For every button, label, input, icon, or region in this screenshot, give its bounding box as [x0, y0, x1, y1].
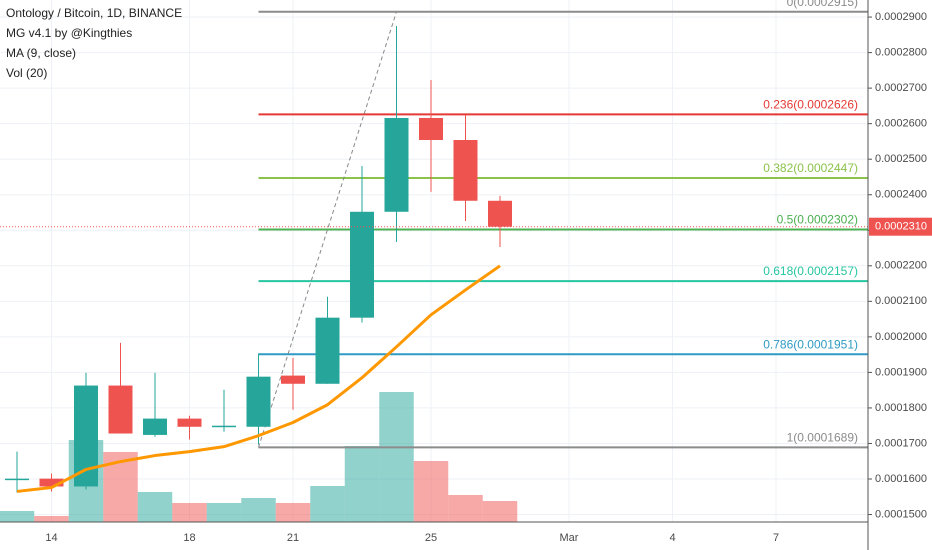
y-tick-label: 0.0002500: [875, 153, 927, 165]
candle-body: [281, 375, 305, 384]
x-tick-label: 18: [183, 532, 195, 544]
fib-label: 0.786(0.0001951): [763, 337, 858, 351]
grid: [0, 0, 868, 522]
candle-body: [39, 478, 64, 487]
fib-label: 1(0.0001689): [787, 431, 858, 445]
x-tick-label: 7: [773, 532, 779, 544]
y-tick-label: 0.0002200: [875, 260, 927, 272]
candle-body: [177, 418, 202, 427]
ma-line: [16, 264, 501, 493]
x-tick-label: 21: [287, 532, 299, 544]
y-tick-label: 0.0002600: [875, 118, 927, 130]
x-tick-label: 25: [425, 532, 437, 544]
candle-body: [384, 117, 409, 212]
fib-label: 0.618(0.0002157): [763, 264, 858, 278]
candle-body: [212, 425, 236, 428]
y-tick-label: 0.0001900: [875, 366, 927, 378]
candle-body: [108, 385, 133, 434]
volume-bar: [344, 446, 380, 522]
volume-bar: [413, 461, 449, 522]
volume-bar: [482, 501, 518, 522]
indicator-label: MG v4.1 by @Kingthies: [6, 26, 132, 40]
volume-bar: [379, 392, 414, 522]
candle-body: [5, 478, 29, 481]
volume-bar: [137, 492, 173, 522]
y-tick-label: 0.0001800: [875, 402, 927, 414]
indicator-label: MA (9, close): [6, 46, 76, 60]
candle-body: [246, 376, 271, 427]
y-tick-label: 0.0001500: [875, 508, 927, 520]
candle-body: [419, 117, 443, 141]
trend-line: [258, 11, 397, 448]
x-tick-label: 4: [669, 532, 675, 544]
volume-bar: [275, 503, 311, 522]
volume-bar: [34, 516, 69, 522]
y-tick-label: 0.0001600: [875, 473, 927, 485]
candle-body: [315, 317, 340, 384]
x-tick-label: 14: [45, 532, 57, 544]
y-tick-label: 0.0002900: [875, 11, 927, 23]
volume-bar: [310, 486, 345, 522]
y-tick-label: 0.0002100: [875, 295, 927, 307]
volume-bar: [448, 495, 483, 522]
candle-body: [453, 140, 478, 201]
volume-bar: [241, 498, 276, 522]
fib-label: 0.236(0.0002626): [763, 98, 858, 112]
y-tick-label: 0.0002700: [875, 82, 927, 94]
indicator-label: Vol (20): [6, 66, 47, 80]
y-tick-label: 0.0001700: [875, 437, 927, 449]
x-tick-label: Mar: [560, 532, 579, 544]
last-price-box: [869, 217, 932, 236]
volume-bar: [0, 511, 35, 522]
y-tick-label: 0.0002400: [875, 189, 927, 201]
fib-label: 0.382(0.0002447): [763, 161, 858, 175]
candle-body: [488, 200, 512, 227]
chart-title: Ontology / Bitcoin, 1D, BINANCE: [6, 6, 182, 20]
fib-label: 0.5(0.0002302): [777, 213, 858, 227]
y-tick-label: 0.0002800: [875, 46, 927, 58]
volume-bar: [206, 503, 242, 522]
fib-label: 0(0.0002915): [787, 0, 858, 9]
candle-body: [143, 418, 167, 435]
y-tick-label: 0.0002000: [875, 331, 927, 343]
candle-body: [350, 211, 374, 318]
volume-bar: [172, 503, 207, 522]
candle-body: [74, 385, 98, 487]
last-price-label: 0.0002310: [875, 221, 927, 233]
